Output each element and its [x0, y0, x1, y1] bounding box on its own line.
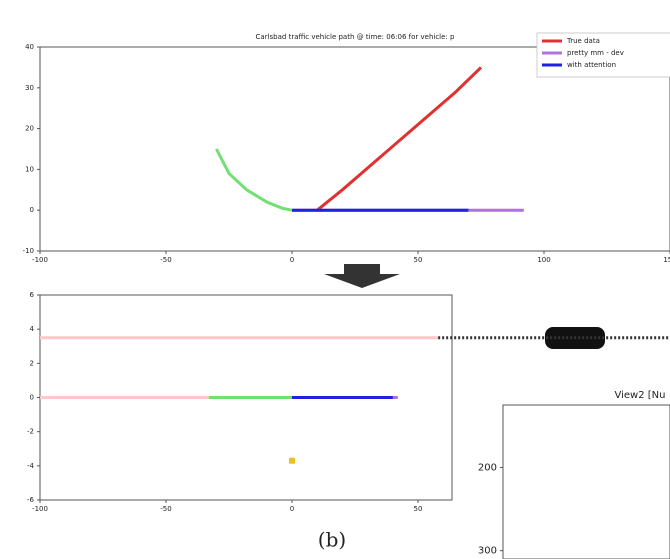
- x-tick-label: -50: [160, 505, 171, 513]
- legend-label: True data: [566, 37, 600, 45]
- legend-label: with attention: [567, 61, 616, 69]
- figure: (b) Carlsbad traffic vehicle path @ time…: [0, 0, 670, 559]
- caption: (b): [318, 528, 346, 552]
- chart-title: View2 [Nu: [615, 390, 666, 401]
- y-tick-label: 0: [30, 206, 34, 214]
- x-tick-label: 150: [663, 256, 670, 264]
- y-tick-label: -10: [23, 247, 34, 255]
- chart-title: Carlsbad traffic vehicle path @ time: 06…: [256, 33, 455, 41]
- y-tick-label: -4: [27, 462, 35, 470]
- y-tick-label: 4: [30, 325, 35, 333]
- legend-label: pretty mm - dev: [567, 49, 624, 57]
- y-tick-label: 40: [25, 43, 34, 51]
- x-tick-label: -100: [32, 256, 48, 264]
- x-tick-label: -50: [160, 256, 171, 264]
- y-tick-label: 30: [25, 84, 34, 92]
- y-tick-label: 2: [30, 359, 34, 367]
- arrow: [324, 264, 400, 288]
- plot-frame: [40, 47, 670, 251]
- y-tick-label: -6: [27, 496, 35, 504]
- x-tick-label: -100: [32, 505, 48, 513]
- plot-frame: [503, 405, 670, 559]
- y-tick-label: 300: [478, 546, 497, 557]
- x-tick-label: 50: [414, 505, 423, 513]
- y-tick-label: -2: [27, 428, 34, 436]
- y-tick-label: 20: [25, 125, 34, 133]
- point: [289, 458, 295, 464]
- x-tick-label: 50: [414, 256, 423, 264]
- x-tick-label: 0: [290, 256, 294, 264]
- y-tick-label: 10: [25, 165, 34, 173]
- x-tick-label: 0: [290, 505, 294, 513]
- x-tick-label: 100: [537, 256, 550, 264]
- y-tick-label: 200: [478, 462, 497, 473]
- y-tick-label: 0: [30, 394, 34, 402]
- plots: Carlsbad traffic vehicle path @ time: 06…: [23, 33, 670, 559]
- y-tick-label: 6: [30, 291, 35, 299]
